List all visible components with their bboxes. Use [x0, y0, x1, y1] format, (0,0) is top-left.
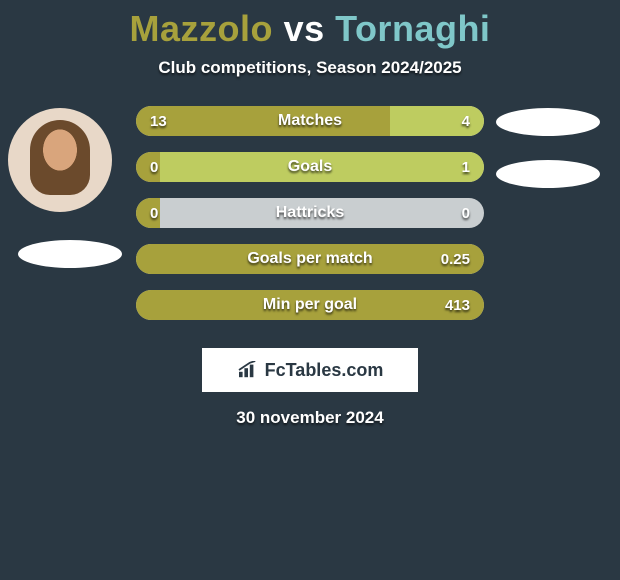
date-text: 30 november 2024 — [0, 408, 620, 428]
fctables-logo: FcTables.com — [202, 348, 418, 392]
player2-club-badge — [496, 160, 600, 188]
bar-left-fill — [136, 198, 160, 228]
bar-right-fill — [160, 152, 484, 182]
bar-label: Hattricks — [136, 198, 484, 228]
logo-text: FcTables.com — [265, 360, 384, 381]
comparison-content: 134Matches 01Goals 00Hattricks 0.25Goals pe… — [0, 108, 620, 348]
stat-bar-row: 0.25Goals per match — [136, 244, 484, 274]
chart-icon — [237, 361, 259, 379]
subtitle: Club competitions, Season 2024/2025 — [0, 58, 620, 78]
bar-right-fill — [390, 106, 484, 136]
vs-text: vs — [284, 8, 325, 49]
player1-name: Mazzolo — [130, 8, 274, 49]
bar-left-fill — [136, 106, 390, 136]
player2-avatar — [496, 108, 600, 136]
player2-name: Tornaghi — [335, 8, 490, 49]
bar-left-fill — [136, 290, 484, 320]
bar-right-value: 0 — [462, 198, 470, 228]
bar-left-fill — [136, 244, 484, 274]
stat-bar-row: 00Hattricks — [136, 198, 484, 228]
stat-bars: 134Matches 01Goals 00Hattricks 0.25Goals pe… — [136, 106, 484, 336]
bar-left-fill — [136, 152, 160, 182]
stat-bar-row: 01Goals — [136, 152, 484, 182]
stat-bar-row: 134Matches — [136, 106, 484, 136]
stat-bar-row: 413Min per goal — [136, 290, 484, 320]
comparison-title: Mazzolo vs Tornaghi — [0, 0, 620, 50]
player1-club-badge — [18, 240, 122, 268]
player1-avatar — [8, 108, 112, 212]
